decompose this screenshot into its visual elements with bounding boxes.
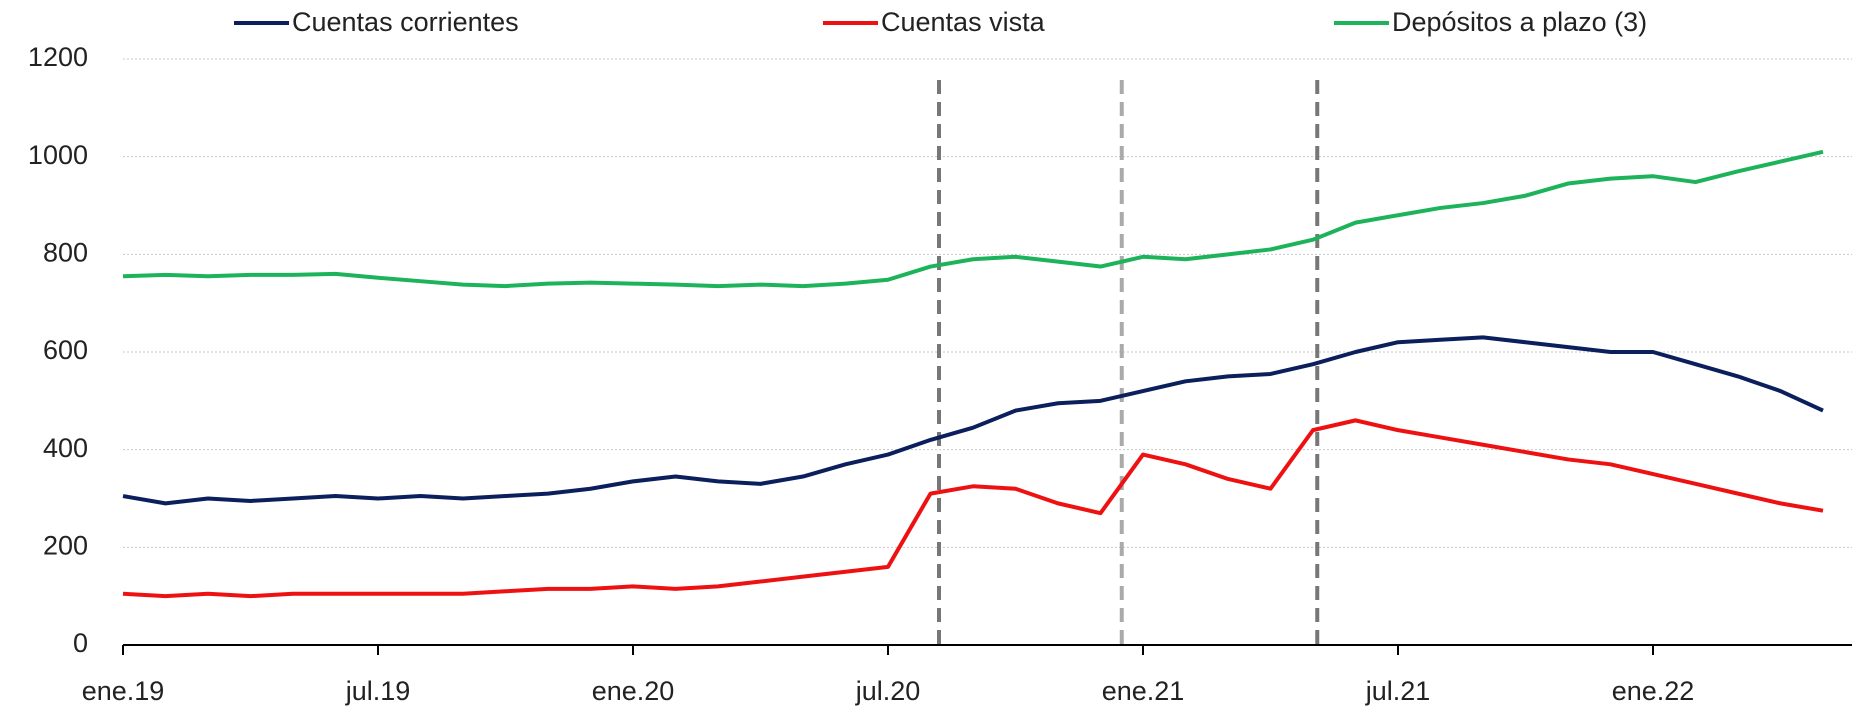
y-tick-label: 400 (43, 433, 88, 463)
y-tick-label: 1200 (28, 42, 88, 72)
x-tick-label: ene.19 (82, 676, 165, 706)
y-tick-label: 800 (43, 237, 88, 267)
y-tick-label: 1000 (28, 140, 88, 170)
legend-label: Cuentas corrientes (292, 7, 519, 37)
series-line (122, 418, 1824, 599)
x-tick-label: ene.20 (592, 676, 675, 706)
legend-label: Cuentas vista (881, 7, 1046, 37)
x-tick-label: jul.20 (855, 676, 921, 706)
x-tick-label: ene.21 (1102, 676, 1185, 706)
y-tick-label: 200 (43, 530, 88, 560)
series-line (122, 335, 1824, 506)
x-tick-label: jul.19 (345, 676, 411, 706)
series-line (122, 149, 1824, 289)
y-tick-label: 600 (43, 335, 88, 365)
legend-label: Depósitos a plazo (3) (1392, 7, 1647, 37)
x-tick-label: jul.21 (1365, 676, 1431, 706)
y-tick-label: 0 (73, 628, 88, 658)
x-tick-label: ene.22 (1612, 676, 1695, 706)
